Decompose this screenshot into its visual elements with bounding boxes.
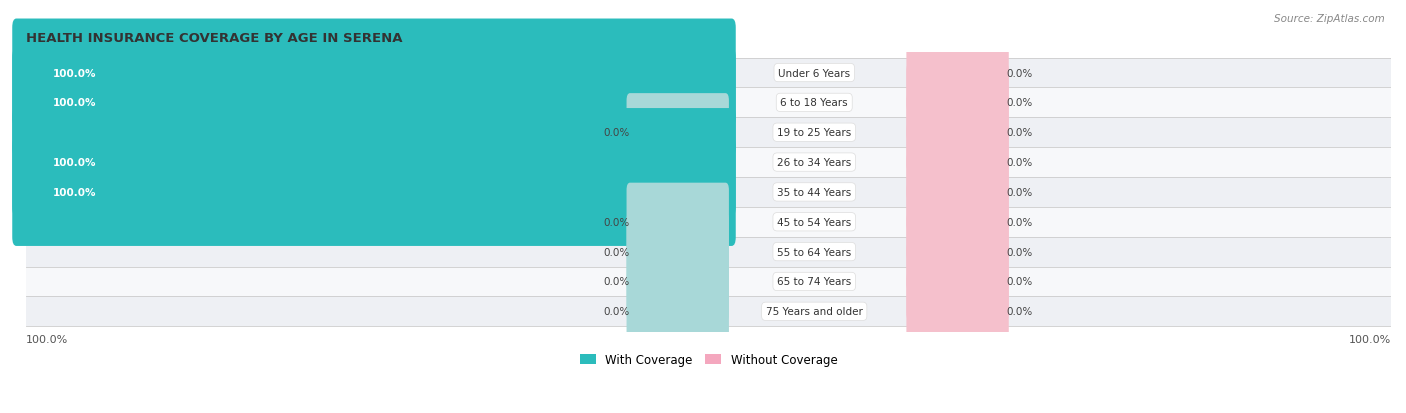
- Text: 100.0%: 100.0%: [1348, 334, 1391, 344]
- Text: 6 to 18 Years: 6 to 18 Years: [780, 98, 848, 108]
- Text: 0.0%: 0.0%: [1007, 98, 1032, 108]
- Text: 0.0%: 0.0%: [1007, 128, 1032, 138]
- Text: 0.0%: 0.0%: [1007, 277, 1032, 287]
- Text: HEALTH INSURANCE COVERAGE BY AGE IN SERENA: HEALTH INSURANCE COVERAGE BY AGE IN SERE…: [25, 31, 402, 45]
- Bar: [25, 178, 1391, 207]
- FancyBboxPatch shape: [907, 154, 1008, 231]
- FancyBboxPatch shape: [627, 273, 728, 351]
- Bar: [25, 88, 1391, 118]
- Text: 65 to 74 Years: 65 to 74 Years: [778, 277, 852, 287]
- Bar: [25, 207, 1391, 237]
- Bar: [25, 297, 1391, 326]
- Text: 100.0%: 100.0%: [25, 334, 67, 344]
- Bar: [25, 59, 1391, 88]
- Text: 0.0%: 0.0%: [603, 247, 630, 257]
- Text: 100.0%: 100.0%: [53, 188, 97, 197]
- Text: 0.0%: 0.0%: [603, 277, 630, 287]
- Text: 75 Years and older: 75 Years and older: [766, 306, 863, 316]
- FancyBboxPatch shape: [13, 49, 735, 157]
- FancyBboxPatch shape: [627, 243, 728, 321]
- Text: 0.0%: 0.0%: [1007, 306, 1032, 316]
- Text: 0.0%: 0.0%: [603, 306, 630, 316]
- Text: 26 to 34 Years: 26 to 34 Years: [778, 158, 852, 168]
- FancyBboxPatch shape: [907, 213, 1008, 291]
- FancyBboxPatch shape: [627, 213, 728, 291]
- Bar: [25, 237, 1391, 267]
- Text: 0.0%: 0.0%: [1007, 69, 1032, 78]
- Text: Source: ZipAtlas.com: Source: ZipAtlas.com: [1274, 14, 1385, 24]
- FancyBboxPatch shape: [907, 34, 1008, 112]
- FancyBboxPatch shape: [627, 183, 728, 261]
- FancyBboxPatch shape: [13, 19, 735, 127]
- Bar: [25, 118, 1391, 148]
- FancyBboxPatch shape: [907, 183, 1008, 261]
- FancyBboxPatch shape: [13, 109, 735, 216]
- Text: 0.0%: 0.0%: [1007, 247, 1032, 257]
- Text: 0.0%: 0.0%: [1007, 158, 1032, 168]
- FancyBboxPatch shape: [627, 94, 728, 172]
- FancyBboxPatch shape: [13, 139, 735, 246]
- Bar: [25, 148, 1391, 178]
- Text: 0.0%: 0.0%: [1007, 217, 1032, 227]
- Text: 0.0%: 0.0%: [603, 128, 630, 138]
- FancyBboxPatch shape: [907, 64, 1008, 142]
- Text: 100.0%: 100.0%: [53, 69, 97, 78]
- Text: 0.0%: 0.0%: [603, 217, 630, 227]
- Text: 55 to 64 Years: 55 to 64 Years: [778, 247, 852, 257]
- Text: 100.0%: 100.0%: [53, 158, 97, 168]
- Text: Under 6 Years: Under 6 Years: [778, 69, 851, 78]
- FancyBboxPatch shape: [907, 123, 1008, 202]
- Text: 100.0%: 100.0%: [53, 98, 97, 108]
- FancyBboxPatch shape: [907, 243, 1008, 321]
- Text: 35 to 44 Years: 35 to 44 Years: [778, 188, 852, 197]
- Bar: [25, 267, 1391, 297]
- FancyBboxPatch shape: [907, 273, 1008, 351]
- FancyBboxPatch shape: [907, 94, 1008, 172]
- Text: 19 to 25 Years: 19 to 25 Years: [778, 128, 852, 138]
- Text: 45 to 54 Years: 45 to 54 Years: [778, 217, 852, 227]
- Legend: With Coverage, Without Coverage: With Coverage, Without Coverage: [575, 349, 842, 371]
- Text: 0.0%: 0.0%: [1007, 188, 1032, 197]
